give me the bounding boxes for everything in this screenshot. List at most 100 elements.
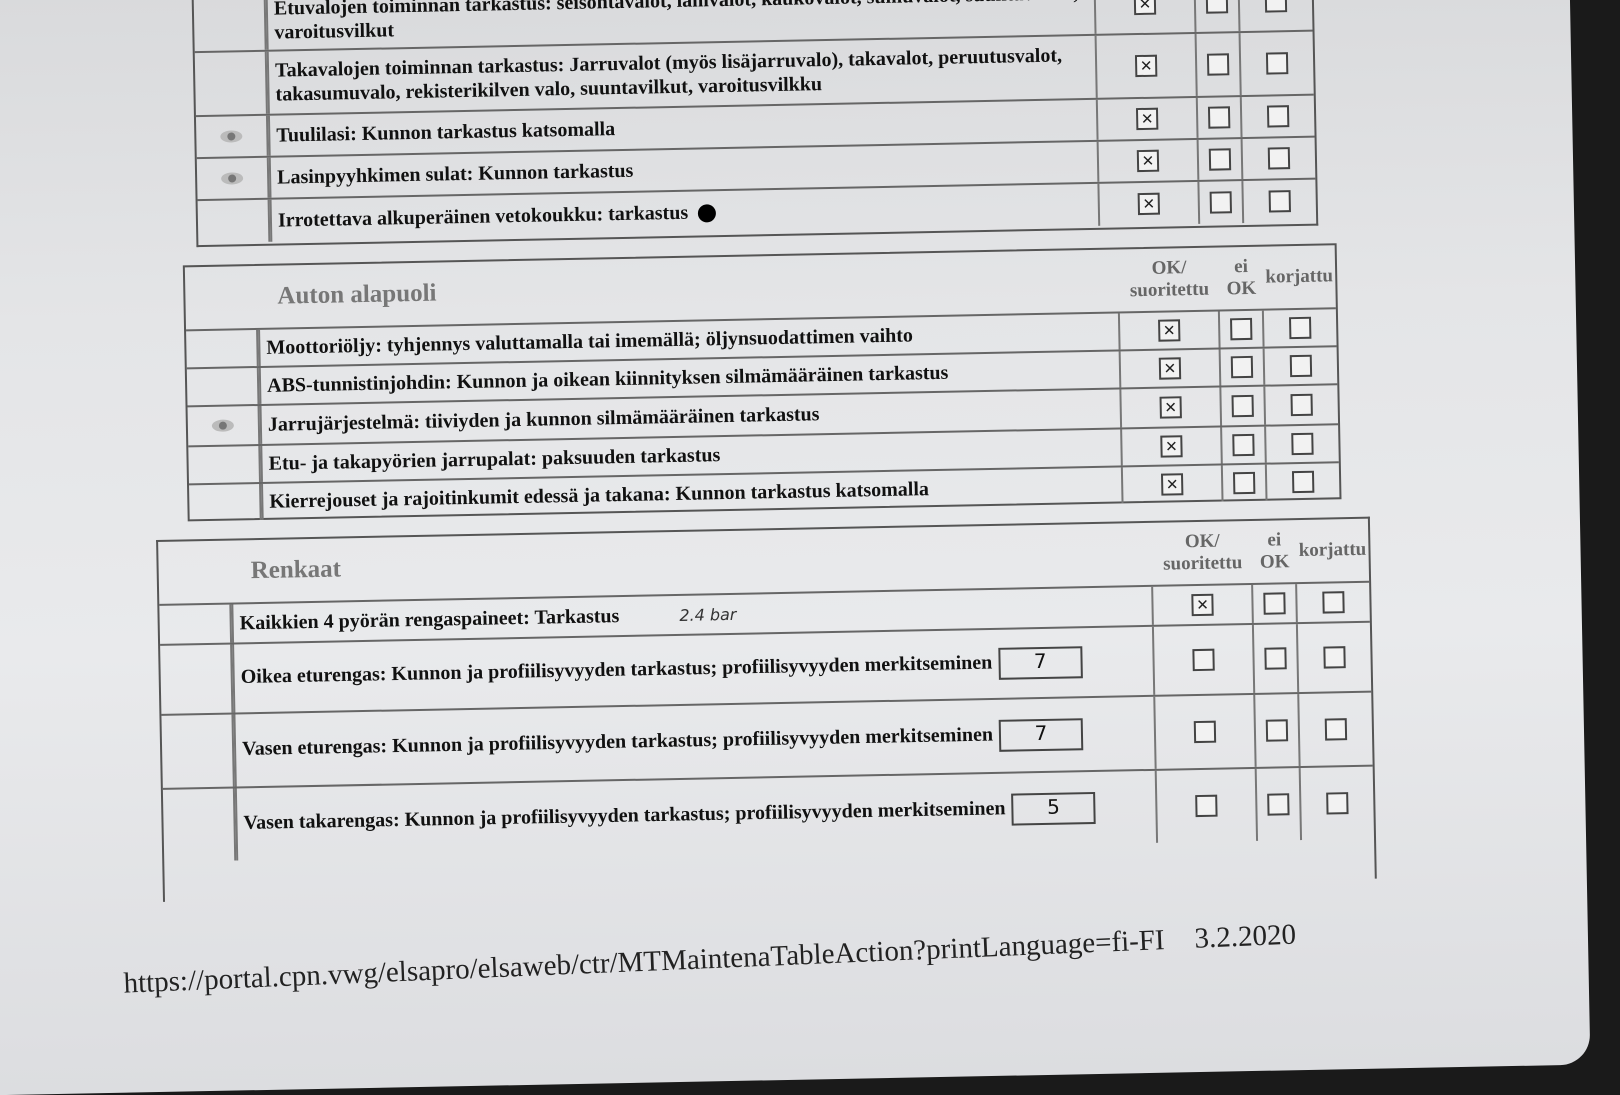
not-ok-checkbox[interactable] <box>1230 355 1254 379</box>
marker-cell <box>161 714 235 788</box>
col-fixed-header: korjattu <box>1265 265 1334 288</box>
fixed-cell <box>1243 138 1316 179</box>
ok-cell: ✕ <box>1119 311 1221 350</box>
fixed-checkbox[interactable] <box>1265 52 1289 75</box>
not-ok-cell <box>1221 386 1267 426</box>
item-label: Tuulilasi: Kunnon tarkastus katsomalla <box>276 118 616 147</box>
ok-cell: ✕ <box>1097 97 1199 140</box>
not-ok-checkbox[interactable] <box>1205 0 1229 14</box>
ok-checkbox[interactable]: ✕ <box>1160 473 1184 496</box>
not-ok-checkbox[interactable] <box>1208 148 1232 171</box>
fixed-cell <box>1299 693 1372 766</box>
ok-cell <box>1155 694 1257 769</box>
fixed-checkbox[interactable] <box>1289 354 1313 378</box>
ok-checkbox[interactable]: ✕ <box>1160 435 1183 458</box>
item-label: ABS-tunnistinjohdin: Kunnon ja oikean ki… <box>266 361 949 397</box>
not-ok-checkbox[interactable] <box>1265 719 1289 742</box>
ok-cell: ✕ <box>1099 181 1201 226</box>
item-label: Kierrejouset ja rajoitinkumit edessä ja … <box>269 478 930 513</box>
ok-checkbox[interactable]: ✕ <box>1158 357 1182 380</box>
not-ok-checkbox[interactable] <box>1206 53 1230 76</box>
ok-checkbox[interactable] <box>1193 720 1217 744</box>
col-ok-header: OK/ suoritettu <box>1162 530 1243 575</box>
fixed-cell <box>1239 0 1312 31</box>
not-ok-checkbox[interactable] <box>1230 317 1253 341</box>
footer-url: https://portal.cpn.vwg/elsapro/elsaweb/c… <box>122 924 1166 1000</box>
item-label: Etu- ja takapyörien jarrupalat: paksuude… <box>268 444 721 475</box>
fixed-checkbox[interactable] <box>1267 147 1291 170</box>
footer-date: 3.2.2020 <box>1193 918 1297 955</box>
not-ok-cell <box>1219 310 1265 348</box>
fixed-checkbox[interactable] <box>1268 190 1291 213</box>
fixed-checkbox[interactable] <box>1323 646 1346 669</box>
item-label: Jarrujärjestelmä: tiiviyden ja kunnon si… <box>267 403 820 436</box>
fixed-checkbox[interactable] <box>1289 316 1312 340</box>
fixed-checkbox[interactable] <box>1290 393 1313 417</box>
fixed-checkbox[interactable] <box>1324 718 1348 741</box>
ok-checkbox[interactable]: ✕ <box>1135 107 1159 131</box>
tread-depth-field[interactable]: 7 <box>998 646 1083 680</box>
not-ok-checkbox[interactable] <box>1264 647 1287 670</box>
marker-cell <box>196 157 270 200</box>
fixed-cell <box>1265 385 1338 424</box>
ok-cell: ✕ <box>1096 33 1198 98</box>
not-ok-cell <box>1255 694 1301 767</box>
item-label: Irrotettava alkuperäinen vetokoukku: tar… <box>277 201 689 232</box>
ok-checkbox[interactable] <box>1195 794 1218 818</box>
fixed-checkbox[interactable] <box>1291 470 1315 494</box>
marker-cell <box>188 445 261 484</box>
not-ok-cell <box>1220 348 1266 386</box>
not-ok-cell <box>1253 584 1298 623</box>
not-ok-checkbox[interactable] <box>1263 592 1286 615</box>
marker-cell <box>159 604 233 644</box>
item-text-cell: Vasen takarengas: Kunnon ja profiilisyvy… <box>234 770 1159 861</box>
tread-depth-field[interactable]: 7 <box>998 718 1084 752</box>
fixed-cell <box>1297 583 1370 622</box>
fixed-checkbox[interactable] <box>1266 105 1290 128</box>
marker-cell <box>189 483 262 522</box>
not-ok-cell <box>1197 97 1243 138</box>
ok-checkbox[interactable]: ✕ <box>1191 593 1214 617</box>
fixed-cell <box>1243 180 1316 223</box>
not-ok-checkbox[interactable] <box>1209 191 1233 214</box>
not-ok-cell <box>1199 181 1245 224</box>
item-label: Moottoriöljy: tyhjennys valuttamalla tai… <box>266 324 914 359</box>
ok-checkbox[interactable]: ✕ <box>1137 192 1161 216</box>
marker-cell <box>187 405 261 446</box>
item-label: Lasinpyyhkimen sulat: Kunnon tarkastus <box>276 159 634 189</box>
fixed-checkbox[interactable] <box>1291 432 1314 456</box>
item-label: Vasen eturengas: Kunnon ja profiilisyvyy… <box>241 723 994 760</box>
item-label: Takavalojen toiminnan tarkastus: Jarruva… <box>274 44 1063 106</box>
ok-checkbox[interactable] <box>1192 648 1215 672</box>
ok-checkbox[interactable]: ✕ <box>1134 54 1158 78</box>
not-ok-cell <box>1222 426 1267 464</box>
ok-cell: ✕ <box>1098 139 1200 182</box>
ok-cell <box>1153 624 1256 695</box>
not-ok-checkbox[interactable] <box>1232 471 1256 495</box>
eye-icon <box>211 419 235 432</box>
not-ok-cell <box>1198 139 1244 180</box>
ok-cell: ✕ <box>1153 584 1254 625</box>
not-ok-checkbox[interactable] <box>1207 106 1231 129</box>
fixed-checkbox[interactable] <box>1326 792 1349 815</box>
tread-depth-field[interactable]: 5 <box>1011 791 1096 826</box>
fixed-checkbox[interactable] <box>1322 591 1345 614</box>
item-label: Oikea eturengas: Kunnon ja profiilisyvyy… <box>240 651 993 688</box>
handwritten-note: 2.4 bar <box>679 604 737 625</box>
ok-cell: ✕ <box>1122 427 1223 466</box>
ok-checkbox[interactable]: ✕ <box>1159 396 1182 419</box>
ok-checkbox[interactable]: ✕ <box>1133 0 1157 16</box>
not-ok-cell <box>1196 33 1242 96</box>
col-not-ok-header: ei OK <box>1259 529 1290 573</box>
ok-cell: ✕ <box>1120 349 1222 388</box>
ok-checkbox[interactable]: ✕ <box>1136 149 1160 173</box>
fixed-checkbox[interactable] <box>1264 0 1288 13</box>
underside-section: Auton alapuoli OK/ suoritettu ei OK korj… <box>182 243 1342 522</box>
eye-icon <box>221 172 244 185</box>
not-ok-checkbox[interactable] <box>1267 793 1290 816</box>
not-ok-checkbox[interactable] <box>1231 394 1254 418</box>
ok-checkbox[interactable]: ✕ <box>1158 319 1181 342</box>
not-ok-checkbox[interactable] <box>1232 433 1255 457</box>
eye-icon <box>220 130 243 143</box>
